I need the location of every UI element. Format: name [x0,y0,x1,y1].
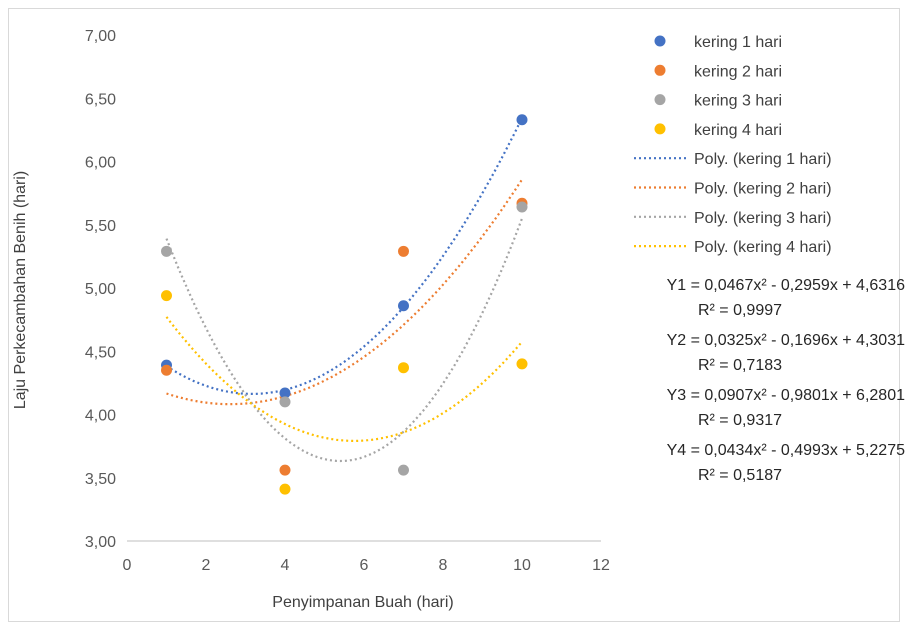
y-tick-label: 5,00 [85,281,116,298]
x-tick-label: 6 [360,557,369,574]
trendline-equations: Y1 = 0,0467x² - 0,2959x + 4,6316 R² = 0,9… [667,277,906,484]
data-point [279,387,291,399]
y-axis-title: Laju Perkecambahan Benih (hari) [12,171,29,409]
data-point [161,364,172,376]
legend-label: kering 2 hari [694,63,782,80]
data-point [516,114,528,126]
y-tick-label: 3,00 [85,534,116,551]
equation-text: Y3 = 0,0907x² - 0,9801x + 6,2801 [667,387,906,404]
x-tick-label: 2 [202,557,211,574]
data-point [279,396,291,408]
equation-text: Y1 = 0,0467x² - 0,2959x + 4,6316 [667,277,906,294]
legend-marker [654,94,666,106]
data-point [279,464,291,476]
y-tick-label: 7,00 [85,28,116,45]
y-tick-label: 3,50 [85,471,116,488]
r-squared-text: R² = 0,9997 [698,302,782,319]
chart-frame [8,8,900,622]
x-tick-label: 10 [513,557,531,574]
equation-text: Y4 = 0,0434x² - 0,4993x + 5,2275 [667,442,906,459]
legend-label: Poly. (kering 2 hari) [694,181,832,198]
data-point [398,464,409,476]
y-tick-label: 6,50 [85,91,116,108]
r-squared-text: R² = 0,5187 [698,467,782,484]
legend-label: kering 3 hari [694,93,782,110]
y-tick-label: 4,00 [85,408,116,425]
data-point [398,362,409,374]
y-tick-label: 4,50 [85,344,116,361]
equation-text: Y2 = 0,0325x² - 0,1696x + 4,3031 [667,332,906,349]
y-tick-label: 6,00 [85,155,116,172]
y-tick-label: 5,50 [85,218,116,235]
data-point [516,358,528,370]
data-point [161,245,172,257]
data-point [279,483,291,495]
legend-marker [654,35,666,47]
r-squared-text: R² = 0,7183 [698,357,782,374]
x-tick-label: 0 [123,557,132,574]
legend-label: Poly. (kering 1 hari) [694,151,832,168]
data-point [516,201,528,213]
trendline [165,316,523,442]
x-axis-title: Penyimpanan Buah (hari) [272,594,453,611]
trendline-layer [165,117,524,463]
legend-label: Poly. (kering 4 hari) [694,239,832,256]
trendline [166,178,523,406]
legend-marker [654,123,666,135]
x-tick-label: 4 [281,557,290,574]
chart-axes: 0 2 4 6 8 10 12 3,00 3,50 4,00 4,50 5,00 5,50 6,00 6,5… [85,28,610,574]
legend-label: Poly. (kering 3 hari) [694,210,832,227]
x-tick-label: 12 [592,557,610,574]
data-point [398,245,409,257]
legend-label: kering 4 hari [694,122,782,139]
data-point [398,300,409,312]
legend-marker [654,64,666,76]
legend: kering 1 hari kering 2 hari kering 3 hari k… [634,34,832,256]
point-layer [161,114,528,495]
r-squared-text: R² = 0,9317 [698,412,782,429]
legend-label: kering 1 hari [694,34,782,51]
trendline [165,117,523,395]
x-tick-label: 8 [439,557,448,574]
data-point [161,290,172,302]
